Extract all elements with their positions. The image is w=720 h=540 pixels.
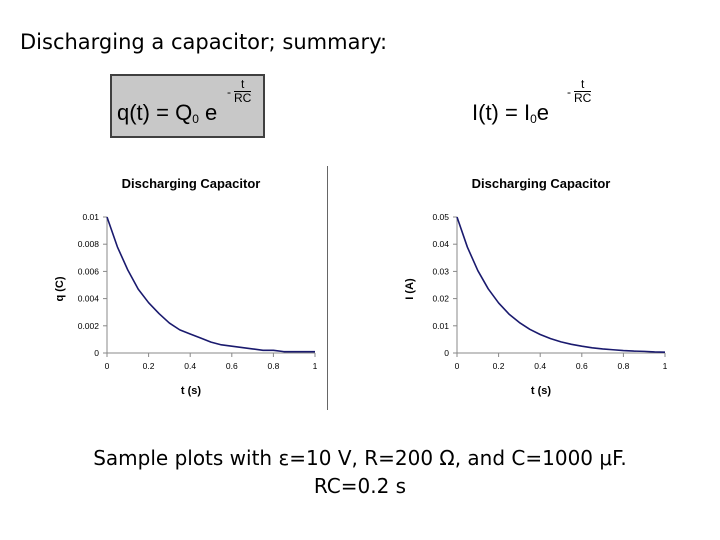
current-formula: I(t) = I0e - t RC (472, 78, 612, 130)
current-formula-base: e (536, 100, 549, 125)
chart-divider (327, 166, 328, 410)
current-y-tick-label: 0.05 (432, 212, 449, 222)
charge-x-tick-label: 0.2 (143, 361, 155, 371)
caption-line-1: Sample plots with ε=10 V, R=200 Ω, and C… (93, 446, 627, 470)
charge-y-axis-label: q (C) (54, 276, 66, 301)
current-x-tick-label: 0.8 (617, 361, 629, 371)
charge-x-tick-label: 0.4 (184, 361, 196, 371)
current-formula-subscript: 0 (530, 112, 537, 126)
current-y-tick-label: 0.03 (432, 266, 449, 276)
charge-y-tick-label: 0.004 (78, 294, 100, 304)
charge-formula-exp-num: t (234, 78, 252, 92)
current-x-axis-label: t (s) (531, 385, 552, 397)
charge-formula: q(t) = Q0 e - t RC (117, 78, 262, 130)
charge-x-tick-label: 0.8 (267, 361, 279, 371)
charge-y-tick-label: 0.002 (78, 321, 100, 331)
current-y-tick-label: 0.02 (432, 294, 449, 304)
charge-series-line (106, 216, 315, 353)
charge-formula-lhs: q(t) = Q (117, 100, 193, 125)
current-formula-exp-num: t (574, 78, 592, 92)
current-x-tick-label: 0.2 (493, 361, 505, 371)
charge-y-tick-label: 0.01 (82, 212, 99, 222)
current-x-tick-label: 0.4 (534, 361, 546, 371)
current-series-line (456, 216, 666, 353)
current-x-tick-label: 0.6 (576, 361, 588, 371)
charge-chart: Discharging Capacitor 0 0.002 0.004 0.006 0.0… (54, 176, 318, 397)
charge-formula-subscript: 0 (192, 112, 199, 126)
charge-formula-exp-minus: - (227, 85, 231, 99)
charge-x-tick-label: 0 (105, 361, 110, 371)
charge-formula-base: e (198, 100, 218, 125)
current-chart: Discharging Capacitor 0 0.01 0.02 0.03 0.04 0.… (404, 176, 668, 397)
charge-x-tick-label: 1 (313, 361, 318, 371)
current-y-tick-label: 0 (444, 348, 449, 358)
charge-x-tick-label: 0.6 (226, 361, 238, 371)
charge-x-axis-label: t (s) (181, 385, 202, 397)
current-x-tick-label: 1 (663, 361, 668, 371)
charge-y-tick-label: 0 (94, 348, 99, 358)
current-y-tick-label: 0.04 (432, 239, 449, 249)
current-formula-lhs: I(t) = I (472, 100, 531, 125)
charge-y-tick-label: 0.008 (78, 239, 100, 249)
charge-formula-exp-den: RC (234, 91, 252, 105)
current-y-axis-label: I (A) (404, 278, 416, 300)
charge-chart-title: Discharging Capacitor (122, 176, 261, 191)
current-formula-exp-den: RC (574, 91, 592, 105)
charge-formula-box (110, 74, 265, 138)
current-y-tick-label: 0.01 (432, 321, 449, 331)
current-x-tick-label: 0 (455, 361, 460, 371)
slide-title: Discharging a capacitor; summary: (20, 30, 388, 54)
charge-y-tick-label: 0.006 (78, 266, 100, 276)
current-chart-title: Discharging Capacitor (472, 176, 611, 191)
current-formula-exp-minus: - (567, 85, 571, 99)
caption-line-2: RC=0.2 s (313, 474, 407, 498)
